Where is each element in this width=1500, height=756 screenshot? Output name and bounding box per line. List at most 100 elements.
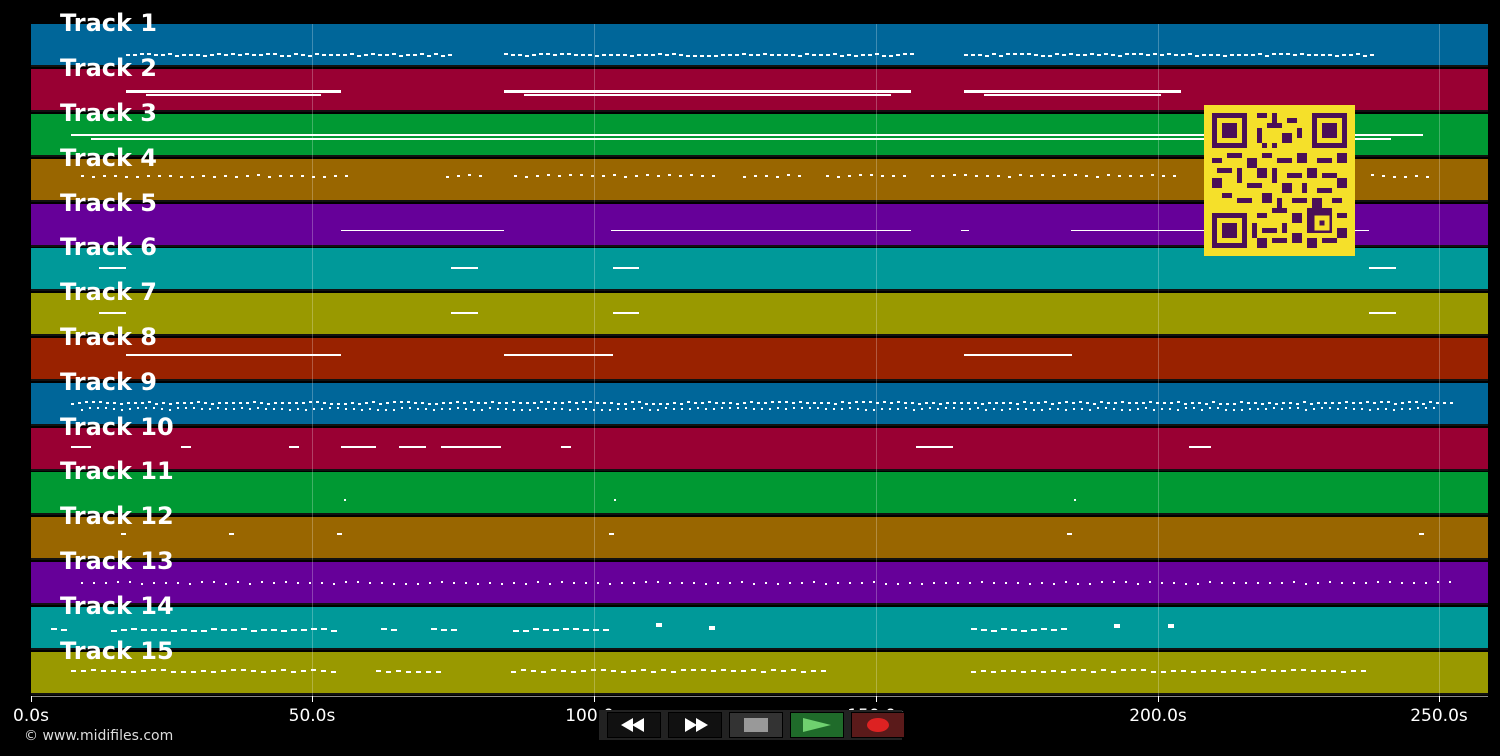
axis-tick <box>312 696 313 702</box>
note <box>546 53 550 55</box>
note <box>1185 583 1187 585</box>
note <box>1048 55 1052 57</box>
rewind-button[interactable] <box>607 712 661 738</box>
note <box>309 582 311 584</box>
note <box>399 55 403 57</box>
note <box>399 446 426 448</box>
note <box>897 408 899 410</box>
note <box>505 408 507 410</box>
note <box>1031 670 1036 672</box>
note <box>897 583 899 585</box>
note <box>571 671 576 673</box>
note <box>813 581 815 583</box>
note <box>536 175 539 177</box>
note <box>1404 176 1407 178</box>
note <box>229 533 234 535</box>
gridline <box>876 24 877 696</box>
track-lane-15 <box>31 652 1488 695</box>
note <box>1261 403 1264 405</box>
note <box>175 55 179 57</box>
note <box>1240 401 1243 403</box>
note <box>792 402 795 404</box>
track-lane-14 <box>31 607 1488 650</box>
note <box>428 403 431 405</box>
note <box>1077 583 1079 585</box>
note <box>961 230 969 231</box>
note <box>825 583 827 585</box>
track-label: Track 15 <box>60 637 174 665</box>
note <box>1041 671 1046 673</box>
note <box>1027 53 1031 55</box>
note <box>1002 402 1005 404</box>
note <box>344 499 346 501</box>
note <box>1005 582 1007 584</box>
note <box>316 401 319 403</box>
note <box>217 407 219 409</box>
note <box>964 354 1072 356</box>
note <box>1401 582 1403 584</box>
note <box>916 446 953 448</box>
note <box>1377 408 1379 410</box>
note <box>1289 402 1292 404</box>
note <box>129 581 131 583</box>
note <box>1265 55 1269 57</box>
note <box>457 175 460 177</box>
note <box>553 408 555 410</box>
note <box>1114 624 1120 628</box>
record-button[interactable] <box>851 712 905 738</box>
note <box>909 582 911 584</box>
note <box>505 402 508 404</box>
note <box>1169 408 1171 410</box>
note <box>431 628 437 630</box>
note <box>897 401 900 403</box>
note <box>1209 407 1211 409</box>
note <box>1151 671 1156 673</box>
note <box>658 53 662 55</box>
note <box>1382 175 1385 177</box>
track-lane-10 <box>31 428 1488 471</box>
note <box>221 629 227 631</box>
note <box>1181 670 1186 672</box>
note <box>371 53 375 55</box>
note <box>1167 53 1171 55</box>
note <box>121 629 127 631</box>
note <box>635 175 638 177</box>
note <box>406 54 410 56</box>
note <box>501 583 503 585</box>
fast-forward-button[interactable] <box>668 712 722 738</box>
note <box>1289 407 1291 409</box>
note <box>1041 174 1044 176</box>
note <box>473 409 475 411</box>
note <box>91 669 96 671</box>
note <box>246 402 249 404</box>
note <box>1053 583 1055 585</box>
note <box>1353 582 1355 584</box>
note <box>489 582 491 584</box>
note <box>1085 175 1088 177</box>
note <box>416 671 421 673</box>
note <box>753 408 755 410</box>
note <box>929 407 931 409</box>
note <box>616 54 620 56</box>
stop-button[interactable] <box>729 712 783 738</box>
note <box>120 403 123 405</box>
note <box>301 54 305 56</box>
note <box>89 407 91 409</box>
note <box>787 174 790 176</box>
note <box>322 54 326 56</box>
note <box>771 669 776 671</box>
play-button[interactable] <box>790 712 844 738</box>
note <box>1033 409 1035 411</box>
note <box>504 90 911 93</box>
note <box>910 53 914 55</box>
note <box>1019 174 1022 176</box>
note <box>1016 403 1019 405</box>
note <box>1450 402 1453 404</box>
note <box>714 55 718 57</box>
note <box>529 409 531 411</box>
note <box>602 175 605 177</box>
note <box>1369 267 1396 269</box>
note <box>1329 407 1331 409</box>
note <box>1137 408 1139 410</box>
note <box>1385 408 1387 410</box>
